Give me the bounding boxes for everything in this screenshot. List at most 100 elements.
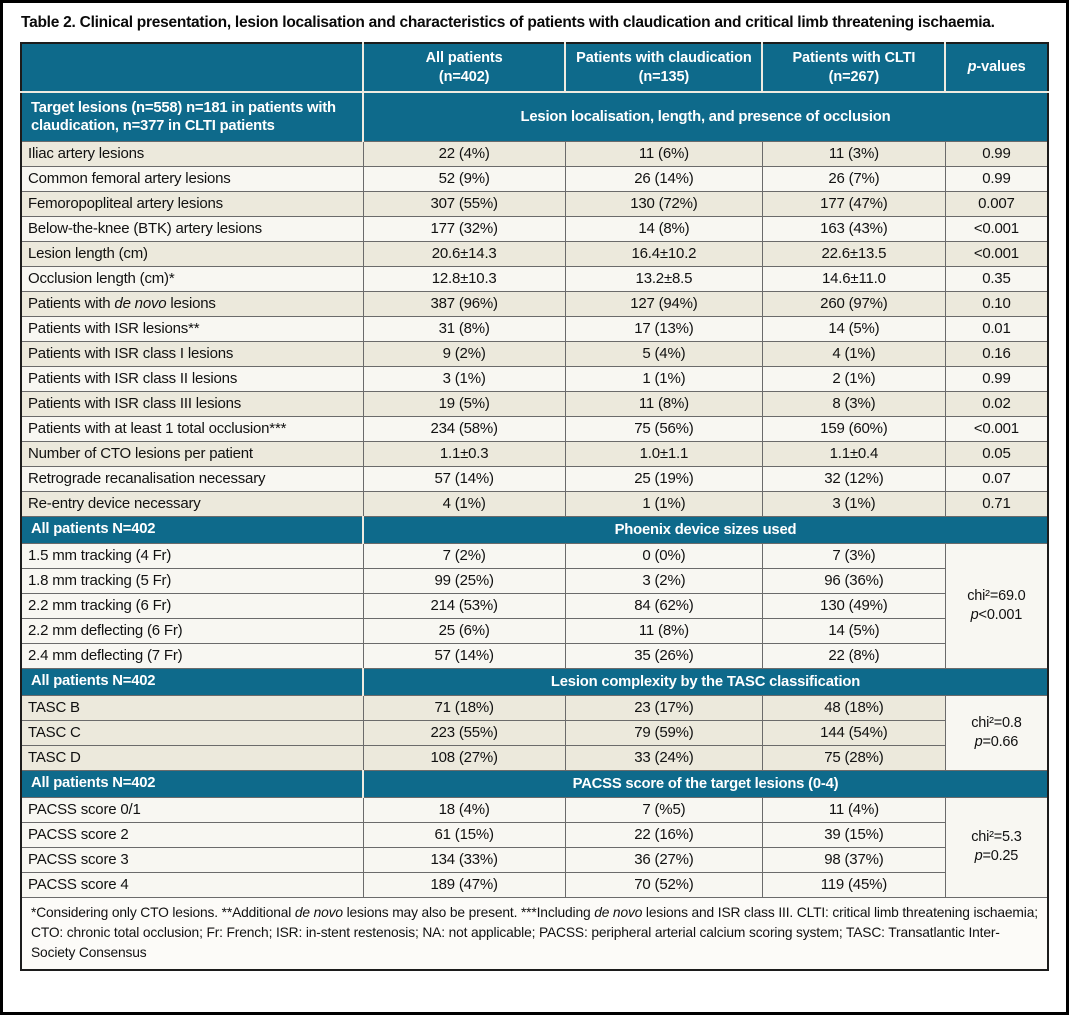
footnote-row: *Considering only CTO lesions. **Additio… xyxy=(20,896,1049,970)
cell-all-patients: 387 (96%) xyxy=(362,290,566,317)
cell-clti: 119 (45%) xyxy=(761,871,946,898)
cell-clti: 39 (15%) xyxy=(761,821,946,848)
section-banner: PACSS score of the target lesions (0-4) xyxy=(362,769,1049,798)
cell-clti: 48 (18%) xyxy=(761,694,946,721)
cell-all-patients: 25 (6%) xyxy=(362,617,566,644)
table-caption: Table 2. Clinical presentation, lesion l… xyxy=(21,14,995,31)
cell-clti: 2 (1%) xyxy=(761,365,946,392)
row-label: Number of CTO lesions per patient xyxy=(20,440,364,467)
cell-claudication: 1 (1%) xyxy=(564,365,763,392)
cell-claudication: 25 (19%) xyxy=(564,465,763,492)
table-row: Patients with ISR lesions** 31 (8%) 17 (13… xyxy=(20,315,1049,342)
table-row: PACSS score 2 61 (15%) 22 (16%) 39 (15%) xyxy=(20,821,1048,848)
cell-claudication: 84 (62%) xyxy=(564,592,763,619)
cell-all-patients: 134 (33%) xyxy=(362,846,566,873)
cell-clti: 96 (36%) xyxy=(761,567,946,594)
row-label: Common femoral artery lesions xyxy=(20,165,364,192)
cell-pvalue: 0.71 xyxy=(944,490,1049,517)
cell-all-patients: 57 (14%) xyxy=(362,642,566,669)
section-header-row: All patients N=402 Phoenix device sizes u… xyxy=(20,515,1049,544)
cell-clti: 3 (1%) xyxy=(761,490,946,517)
cell-claudication: 70 (52%) xyxy=(564,871,763,898)
cell-all-patients: 19 (5%) xyxy=(362,390,566,417)
row-label: Lesion length (cm) xyxy=(20,240,364,267)
cell-clti: 11 (3%) xyxy=(761,140,946,167)
section-header-row: Target lesions (n=558) n=181 in patients… xyxy=(20,91,1049,142)
cell-clti: 7 (3%) xyxy=(761,542,946,569)
cell-clti: 8 (3%) xyxy=(761,390,946,417)
cell-all-patients: 18 (4%) xyxy=(362,796,566,823)
cell-claudication: 5 (4%) xyxy=(564,340,763,367)
section-label: All patients N=402 xyxy=(20,515,364,544)
table-row: 2.2 mm tracking (6 Fr) 214 (53%) 84 (62%) 1… xyxy=(20,592,1048,619)
cell-all-patients: 99 (25%) xyxy=(362,567,566,594)
table-row: Patients with at least 1 total occlusion… xyxy=(20,415,1049,442)
col-header-clti: Patients with CLTI (n=267) xyxy=(761,42,946,93)
row-label: Patients with de novo lesions xyxy=(20,290,364,317)
table-row: Common femoral artery lesions 52 (9%) 26 (… xyxy=(20,165,1049,192)
row-label: TASC C xyxy=(20,719,364,746)
cell-all-patients: 307 (55%) xyxy=(362,190,566,217)
section-banner: Lesion localisation, length, and presenc… xyxy=(362,91,1049,142)
cell-pvalue: 0.10 xyxy=(944,290,1049,317)
table-row: Re-entry device necessary 4 (1%) 1 (1%) 3 (… xyxy=(20,490,1049,517)
cell-pvalue-span: chi²=69.0 p<0.001 xyxy=(944,542,1049,669)
table-row: 2.4 mm deflecting (7 Fr) 57 (14%) 35 (26%)… xyxy=(20,642,1048,669)
table-row: Iliac artery lesions 22 (4%) 11 (6%) 11 (3%… xyxy=(20,140,1049,167)
section-banner: Phoenix device sizes used xyxy=(362,515,1049,544)
cell-all-patients: 108 (27%) xyxy=(362,744,566,771)
row-label: Re-entry device necessary xyxy=(20,490,364,517)
table-row: Patients with ISR class II lesions 3 (1%)… xyxy=(20,365,1049,392)
section-header-row: All patients N=402 Lesion complexity by t… xyxy=(20,667,1049,696)
cell-claudication: 14 (8%) xyxy=(564,215,763,242)
cell-pvalue: 0.99 xyxy=(944,165,1049,192)
cell-clti: 144 (54%) xyxy=(761,719,946,746)
cell-claudication: 23 (17%) xyxy=(564,694,763,721)
col-header-claudication: Patients with claudication (n=135) xyxy=(564,42,763,93)
section-header-row: All patients N=402 PACSS score of the tar… xyxy=(20,769,1049,798)
cell-claudication: 11 (8%) xyxy=(564,390,763,417)
row-label: Iliac artery lesions xyxy=(20,140,364,167)
table-row: 1.5 mm tracking (4 Fr) 7 (2%) 0 (0%) 7 (3%)… xyxy=(20,542,1049,669)
cell-clti: 177 (47%) xyxy=(761,190,946,217)
cell-pvalue-span: chi²=5.3 p=0.25 xyxy=(944,796,1049,898)
cell-claudication: 35 (26%) xyxy=(564,642,763,669)
cell-all-patients: 71 (18%) xyxy=(362,694,566,721)
cell-claudication: 36 (27%) xyxy=(564,846,763,873)
cell-claudication: 7 (%5) xyxy=(564,796,763,823)
cell-pvalue: 0.01 xyxy=(944,315,1049,342)
cell-pvalue: <0.001 xyxy=(944,415,1049,442)
cell-clti: 22 (8%) xyxy=(761,642,946,669)
cell-claudication: 79 (59%) xyxy=(564,719,763,746)
cell-pvalue: 0.07 xyxy=(944,465,1049,492)
cell-all-patients: 52 (9%) xyxy=(362,165,566,192)
cell-clti: 32 (12%) xyxy=(761,465,946,492)
cell-all-patients: 12.8±10.3 xyxy=(362,265,566,292)
row-label: 2.2 mm tracking (6 Fr) xyxy=(20,592,364,619)
cell-claudication: 33 (24%) xyxy=(564,744,763,771)
section-label: All patients N=402 xyxy=(20,769,364,798)
cell-pvalue: 0.16 xyxy=(944,340,1049,367)
table-row: PACSS score 4 189 (47%) 70 (52%) 119 (45%) xyxy=(20,871,1048,898)
section-label: All patients N=402 xyxy=(20,667,364,696)
cell-clti: 260 (97%) xyxy=(761,290,946,317)
col-header-pvalues: p-values xyxy=(944,42,1049,93)
cell-pvalue: 0.05 xyxy=(944,440,1049,467)
section-banner: Lesion complexity by the TASC classifica… xyxy=(362,667,1049,696)
table-row: TASC C 223 (55%) 79 (59%) 144 (54%) xyxy=(20,719,1048,746)
cell-all-patients: 7 (2%) xyxy=(362,542,566,569)
cell-all-patients: 20.6±14.3 xyxy=(362,240,566,267)
cell-all-patients: 177 (32%) xyxy=(362,215,566,242)
cell-clti: 1.1±0.4 xyxy=(761,440,946,467)
row-label: Patients with at least 1 total occlusion… xyxy=(20,415,364,442)
cell-all-patients: 22 (4%) xyxy=(362,140,566,167)
cell-clti: 4 (1%) xyxy=(761,340,946,367)
table-row: Retrograde recanalisation necessary 57 (1… xyxy=(20,465,1049,492)
row-label: PACSS score 2 xyxy=(20,821,364,848)
table-row: Below-the-knee (BTK) artery lesions 177 (… xyxy=(20,215,1049,242)
table-row: 2.2 mm deflecting (6 Fr) 25 (6%) 11 (8%) 14… xyxy=(20,617,1048,644)
cell-all-patients: 234 (58%) xyxy=(362,415,566,442)
cell-clti: 14.6±11.0 xyxy=(761,265,946,292)
cell-claudication: 11 (6%) xyxy=(564,140,763,167)
